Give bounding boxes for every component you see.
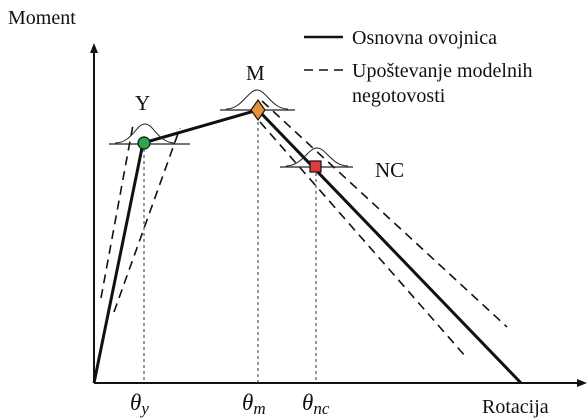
max-point-label: M	[246, 61, 265, 85]
theta-y-label: θy	[130, 390, 149, 418]
theta-nc-label: θnc	[302, 390, 330, 418]
y-axis-label: Moment	[8, 7, 76, 29]
max-point-marker	[250, 98, 266, 122]
main-envelope	[92, 108, 523, 385]
uncertainty-bounds	[100, 100, 508, 358]
x-axis-label: Rotacija	[482, 396, 549, 418]
legend: Osnovna ovojnica Upoštevanje modelnih ne…	[304, 27, 533, 107]
yield-point-marker	[137, 136, 151, 150]
theta-m-label: θm	[242, 390, 266, 418]
legend-dashed-label-line1: Upoštevanje modelnih	[352, 60, 533, 82]
nc-point-label: NC	[375, 158, 404, 182]
nc-point-marker	[309, 160, 322, 173]
legend-solid-label: Osnovna ovojnica	[352, 27, 497, 49]
yield-point-label: Y	[135, 91, 150, 115]
legend-dashed-label-line2: negotovosti	[352, 85, 446, 107]
